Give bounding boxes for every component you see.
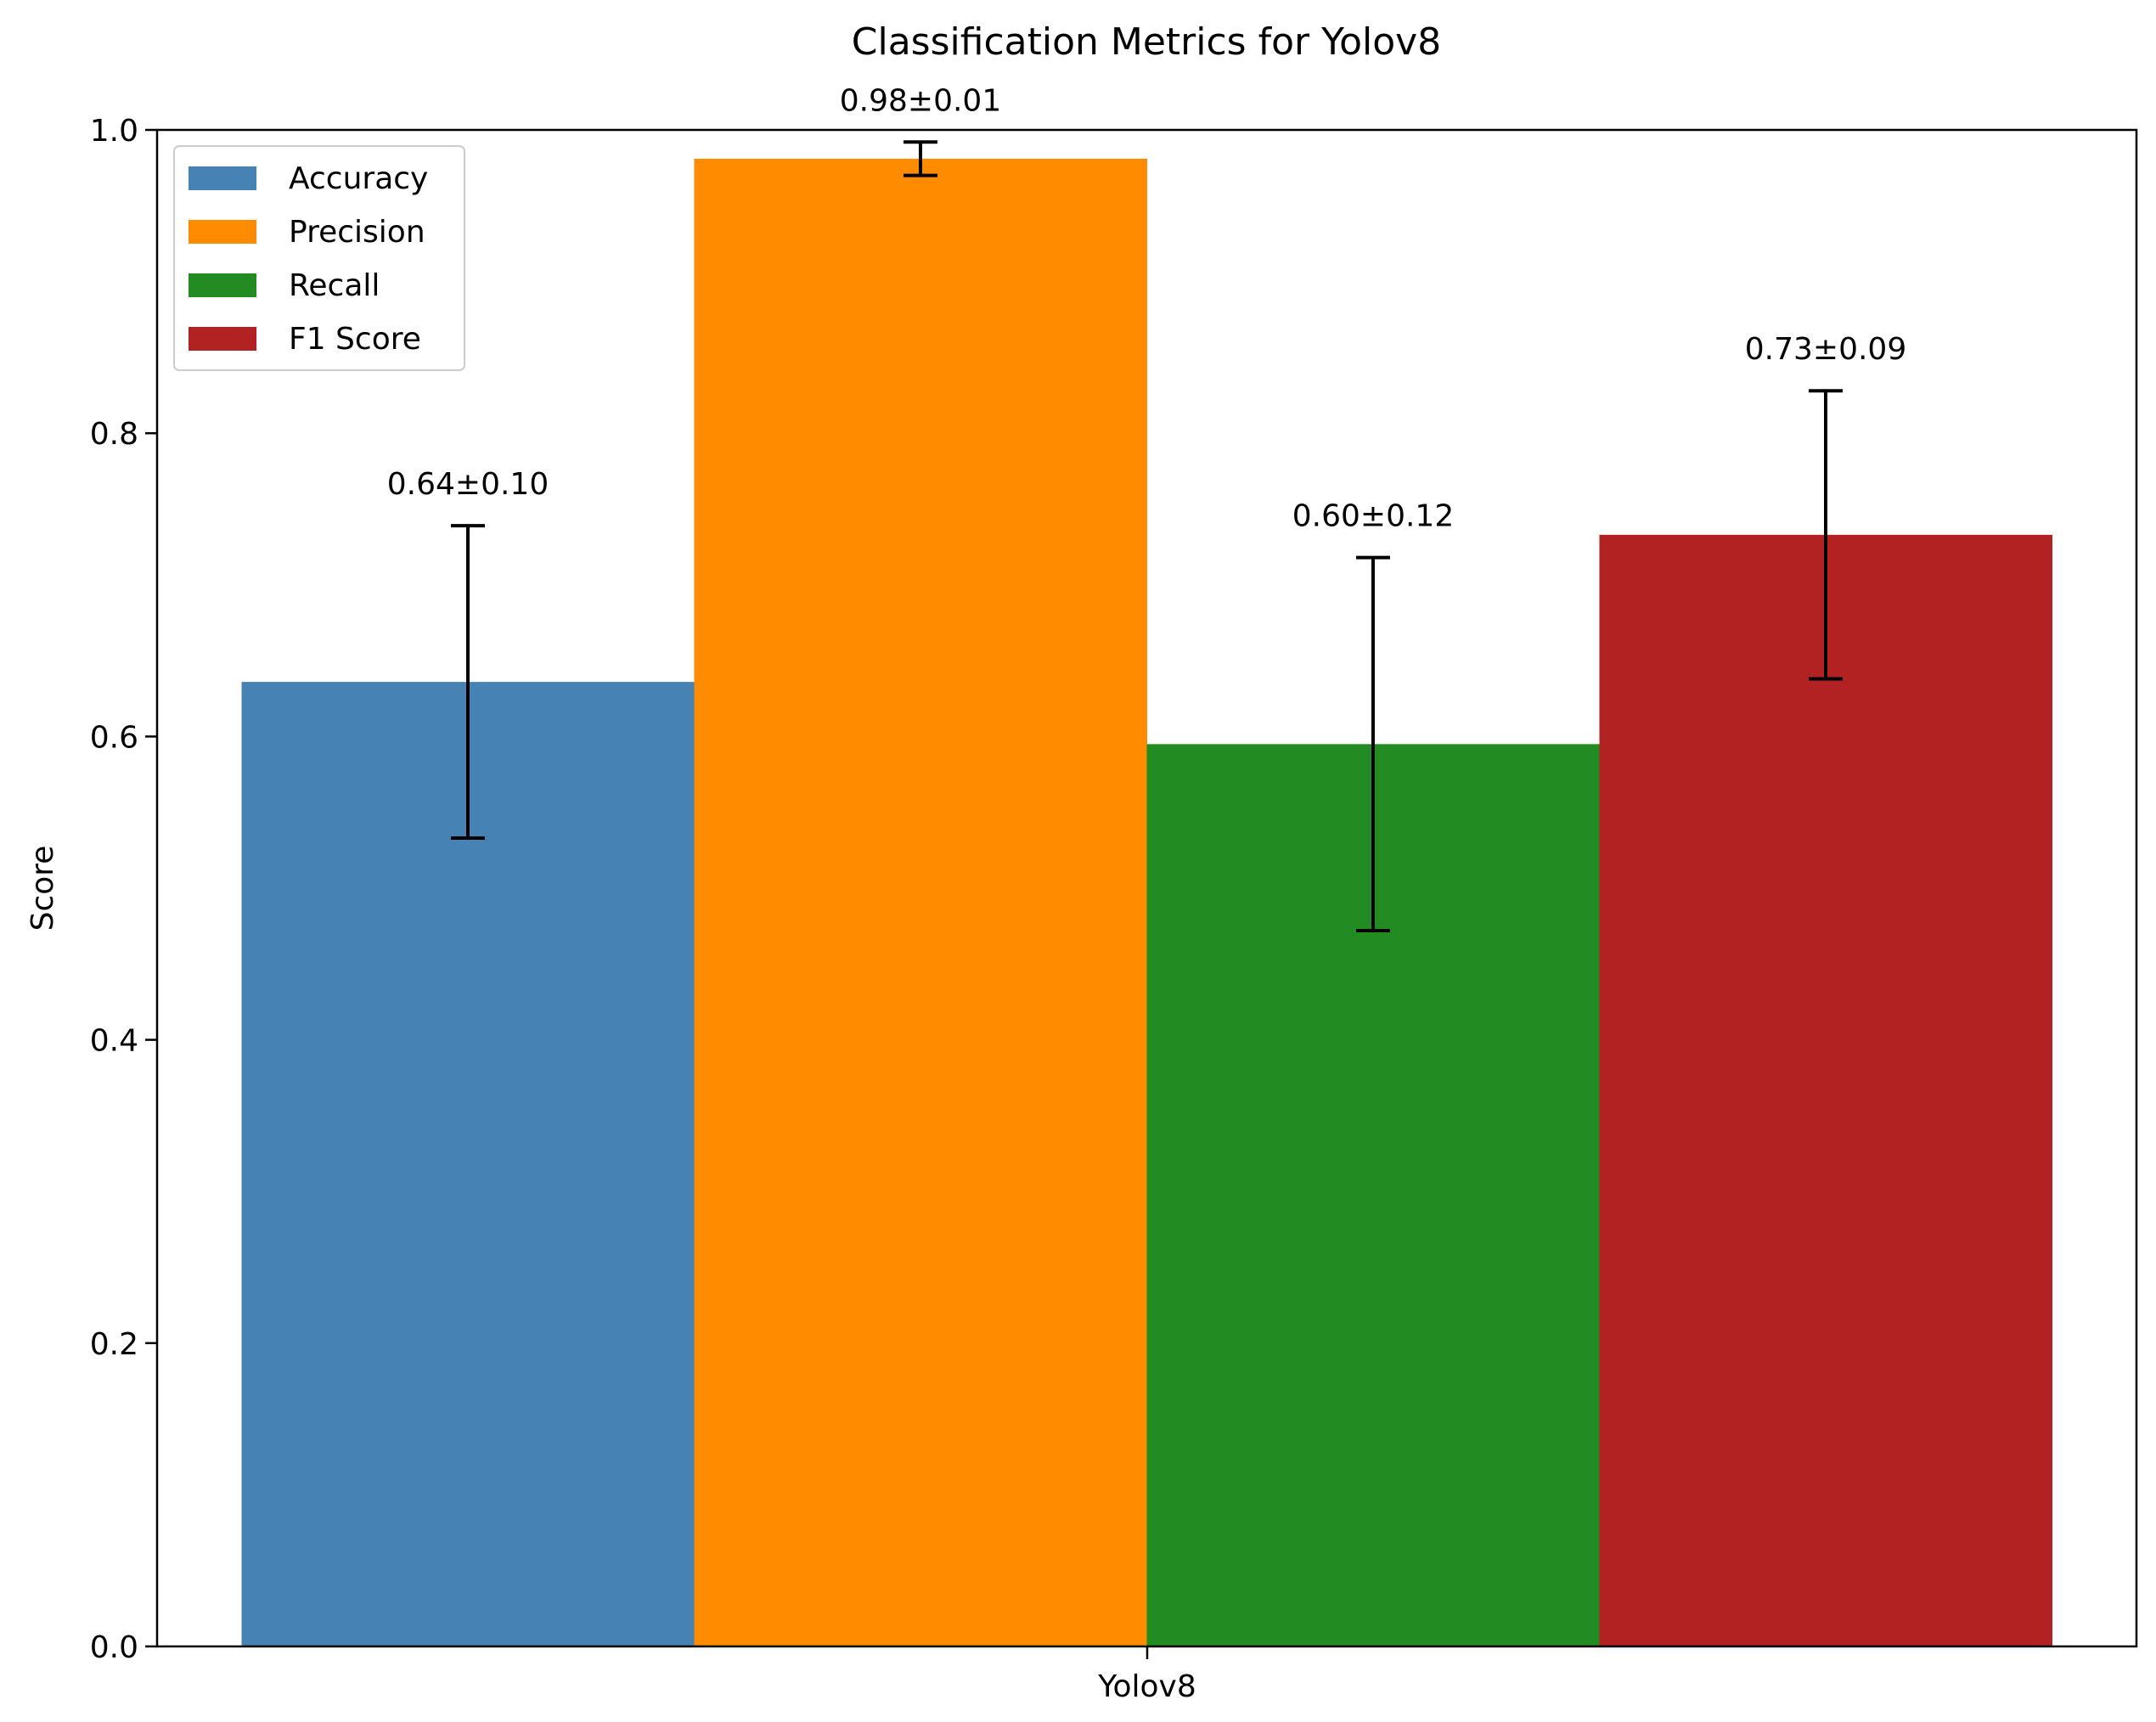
value-label: 0.73±0.09	[1745, 332, 1906, 367]
legend: Accuracy Precision Recall F1 Score	[173, 145, 465, 371]
y-tick-label: 0.6	[90, 720, 138, 755]
bar-precision	[694, 158, 1147, 1647]
y-tick-label: 0.0	[90, 1630, 138, 1665]
bar-f1-score	[1599, 534, 2052, 1646]
bars-group	[241, 158, 2052, 1647]
legend-box	[173, 145, 465, 371]
value-labels-group: 0.64±0.10 0.98±0.01 0.60±0.12 0.73±0.09	[387, 83, 1906, 533]
legend-label: F1 Score	[289, 322, 421, 357]
legend-label: Recall	[289, 268, 380, 303]
x-tick-label: Yolov8	[1097, 1669, 1196, 1704]
y-tick-label: 0.4	[90, 1024, 138, 1059]
y-axis-label: Score	[25, 846, 60, 931]
value-label: 0.60±0.12	[1292, 499, 1454, 534]
legend-swatch	[189, 273, 256, 297]
y-tick-label: 0.8	[90, 417, 138, 452]
legend-label: Accuracy	[289, 161, 428, 196]
value-label: 0.98±0.01	[840, 83, 1001, 118]
y-axis: 0.0 0.2 0.4 0.6 0.8 1.0	[90, 114, 157, 1665]
legend-swatch	[189, 327, 256, 351]
value-label: 0.64±0.10	[387, 467, 549, 502]
y-tick-label: 0.2	[90, 1327, 138, 1362]
bar-accuracy	[241, 682, 695, 1646]
legend-swatch	[189, 166, 256, 190]
legend-swatch	[189, 220, 256, 244]
error-bars-group	[451, 140, 1843, 933]
legend-label: Precision	[289, 215, 425, 250]
chart-title: Classification Metrics for Yolov8	[852, 20, 1441, 64]
y-tick-label: 1.0	[90, 114, 138, 149]
